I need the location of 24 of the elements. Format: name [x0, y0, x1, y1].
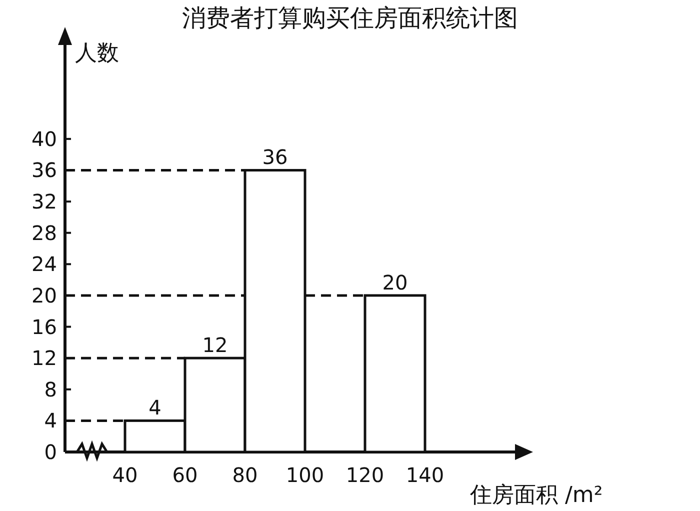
data-label: 36: [262, 145, 288, 170]
x-tick-label: 80: [232, 463, 258, 487]
y-tick-label: 16: [32, 314, 57, 339]
x-axis-title: 住房面积 /m²: [469, 483, 603, 508]
y-tick-label: 40: [32, 126, 57, 151]
y-axis-title: 人数: [75, 41, 119, 66]
data-label: 12: [202, 333, 228, 358]
chart-title: 消费者打算购买住房面积统计图: [182, 4, 518, 32]
data-label: 20: [382, 270, 408, 294]
y-tick-label: 36: [32, 158, 57, 182]
x-tick-label: 60: [172, 463, 198, 487]
y-tick-label: 4: [44, 408, 57, 433]
x-tick-label: 120: [346, 463, 384, 487]
y-tick-label: 28: [32, 220, 57, 245]
y-tick-label: 8: [44, 377, 57, 402]
y-tick-label: 20: [32, 283, 57, 308]
data-label: 4: [148, 396, 162, 420]
y-tick-label: 12: [32, 346, 57, 370]
x-tick-label: 40: [112, 463, 138, 487]
x-tick-label: 140: [406, 463, 444, 487]
y-tick-label: 32: [32, 190, 57, 214]
y-tick-label: 24: [32, 252, 57, 276]
x-tick-label: 100: [286, 463, 324, 487]
y-tick-label: 0: [44, 440, 57, 464]
